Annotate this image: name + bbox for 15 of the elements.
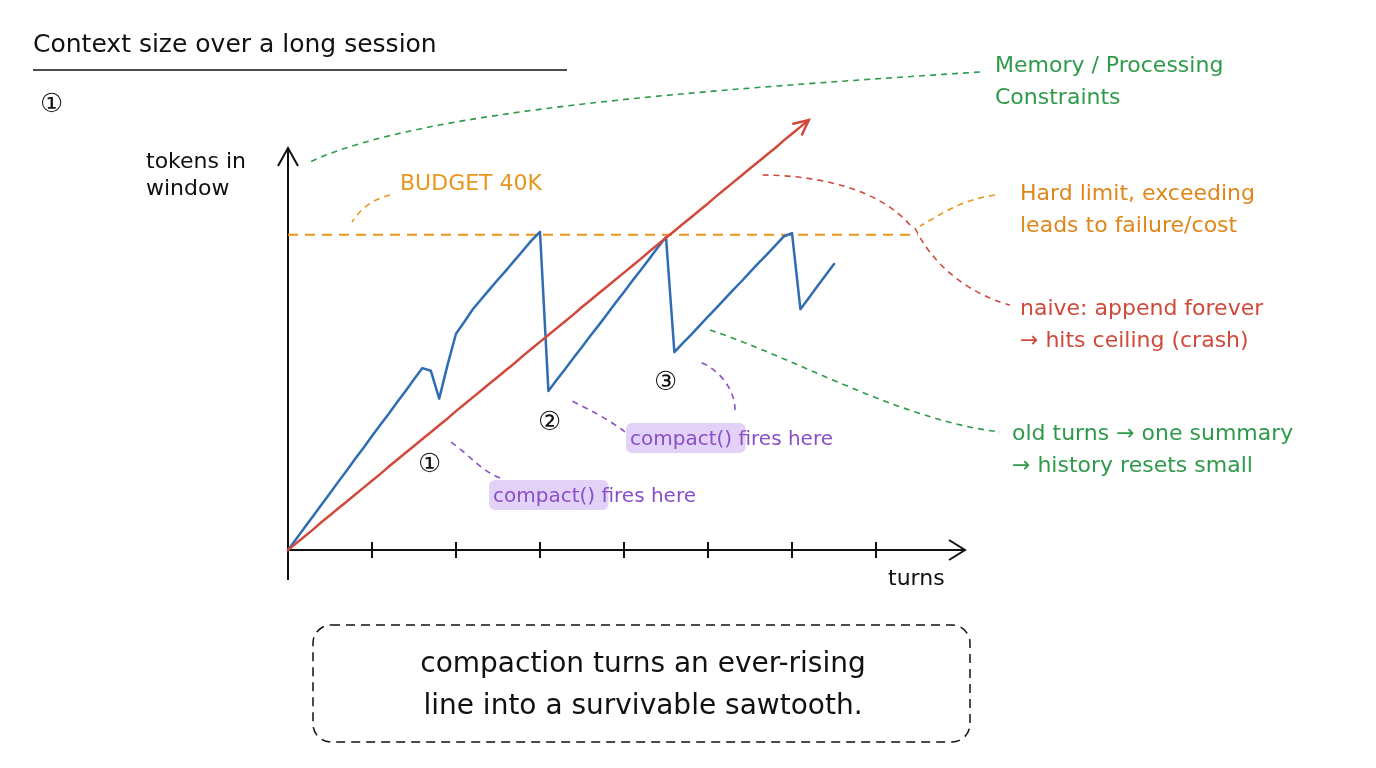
y-axis-title: tokens in window [146, 148, 247, 200]
text: compaction turns an ever-rising line into a survivable sawtooth. [420, 646, 866, 721]
chart-title: Context size over a long session [33, 29, 437, 58]
text: old turns → one summary → history resets small [1012, 420, 1294, 477]
text: ① [40, 88, 64, 118]
annotation: ① [418, 448, 442, 478]
text: naive: append forever → hits ceiling (crash) [1020, 295, 1265, 352]
x-axis-title: turns [888, 565, 945, 590]
annotation: ③ [654, 366, 678, 396]
ref-line-label: BUDGET 40K [400, 170, 543, 195]
annotation: ② [538, 406, 562, 436]
annotation: compact() fires here [630, 426, 833, 450]
text: Memory / Processing Constraints [995, 52, 1224, 109]
text: Hard limit, exceeding leads to failure/cost [1020, 180, 1255, 237]
annotation: compact() fires here [493, 483, 696, 507]
